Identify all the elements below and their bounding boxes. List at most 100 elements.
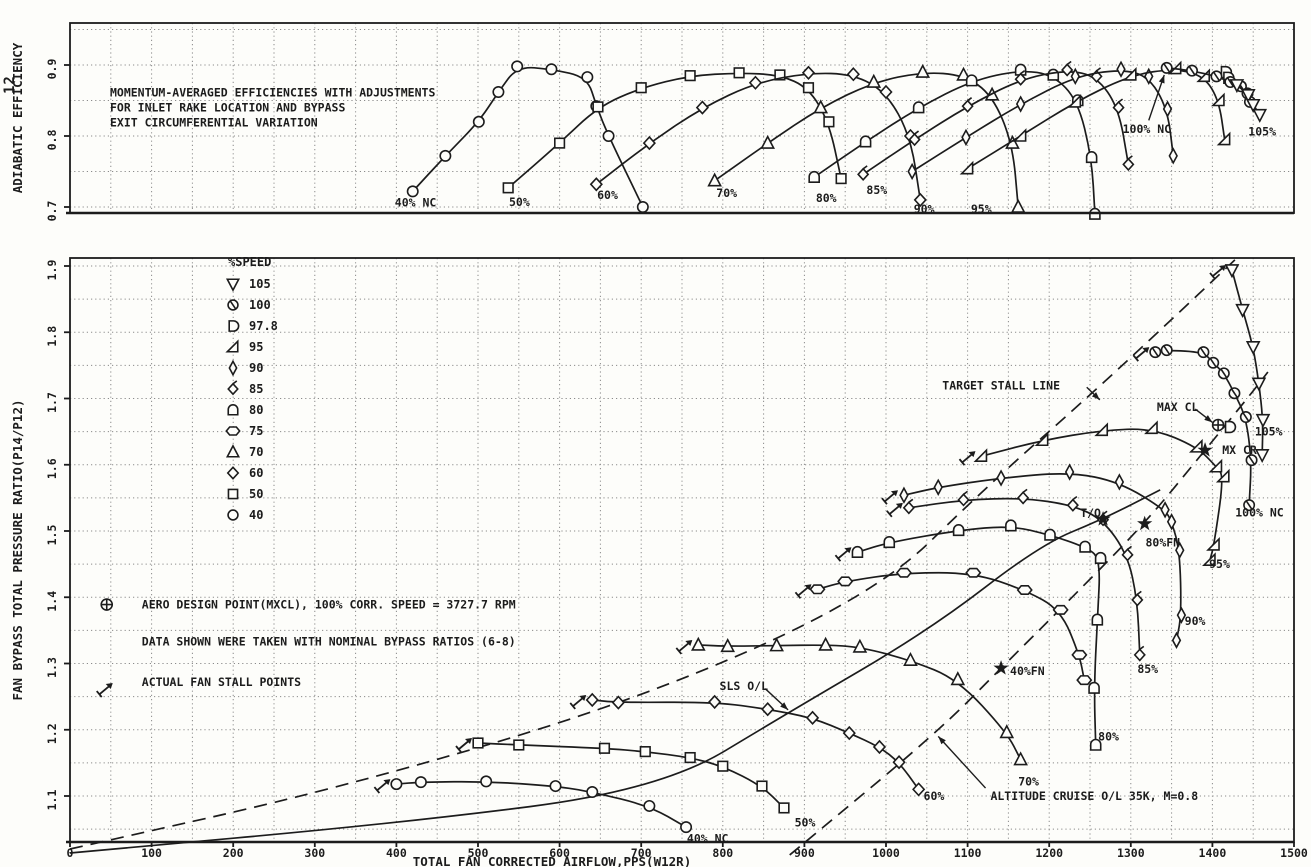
marker-detail bbox=[1220, 368, 1228, 378]
stall-arrow-serif bbox=[675, 647, 683, 655]
y-tick-label: 1.6 bbox=[45, 458, 59, 479]
marker-diamond-tick bbox=[957, 490, 970, 507]
marker-shape bbox=[1016, 584, 1033, 595]
marker-circle-slash bbox=[227, 299, 239, 311]
marker-triangle-up bbox=[691, 636, 706, 651]
x-axis-title: TOTAL FAN CORRECTED AIRFLOW,PPS(W12R) bbox=[413, 854, 691, 867]
marker-detail bbox=[908, 498, 914, 503]
marker-flag bbox=[1094, 422, 1109, 437]
marker-flag bbox=[1012, 128, 1027, 142]
marker-stall-arrow bbox=[958, 451, 976, 466]
y-axis-ticks: 0.7 0.8 0.9 bbox=[45, 59, 70, 221]
marker-detail bbox=[1188, 66, 1196, 76]
marker-circle bbox=[511, 60, 524, 73]
curve-label: 100% NC bbox=[1235, 505, 1284, 519]
marker-flag bbox=[1144, 420, 1158, 435]
marker-shape bbox=[691, 636, 706, 651]
stall-arrow-serif bbox=[958, 458, 966, 466]
marker-shape bbox=[1171, 631, 1182, 649]
marker-shape bbox=[1070, 67, 1081, 86]
marker-diamond-tall bbox=[1015, 95, 1026, 113]
marker-arch bbox=[1094, 551, 1107, 564]
speed-70-curve bbox=[675, 636, 1028, 766]
marker-hex-flat bbox=[225, 426, 241, 436]
marker-arch bbox=[965, 74, 978, 87]
x-axis-ticks: 0 100 200 300 400 500 600 700 800 900 1000 1100 1200… bbox=[67, 842, 1308, 860]
marker-diamond-tall bbox=[1168, 147, 1178, 165]
marker-circle-plus bbox=[1211, 418, 1225, 432]
marker-shape bbox=[778, 802, 790, 814]
marker-arch bbox=[859, 135, 872, 148]
marker-diamond-tall bbox=[1176, 606, 1187, 624]
marker-circle bbox=[636, 201, 649, 214]
marker-diamond-tall bbox=[899, 486, 909, 504]
marker-shape bbox=[717, 760, 729, 772]
marker-shape bbox=[883, 536, 896, 549]
leader-arrowhead bbox=[780, 702, 789, 710]
marker-square bbox=[472, 737, 484, 749]
marker-detail bbox=[1199, 347, 1207, 357]
marker-diamond bbox=[805, 710, 820, 726]
marker-shape bbox=[760, 134, 775, 149]
marker-arch bbox=[1088, 681, 1100, 694]
y-tick-label: 1.7 bbox=[45, 392, 59, 413]
marker-shape bbox=[225, 426, 241, 436]
chart-fan-bypass-pressure-ratio-map: TARGET STALL LINE MAX CL MX CR 105% 100% NC 9… bbox=[10, 255, 1308, 867]
marker-shape bbox=[227, 382, 239, 396]
legend-entry-label: 105 bbox=[249, 277, 271, 291]
marker-square bbox=[553, 137, 566, 149]
takeoff-point bbox=[1095, 511, 1111, 526]
marker-detail bbox=[1151, 347, 1159, 357]
marker-shape bbox=[1076, 675, 1093, 686]
marker-circle bbox=[602, 130, 615, 143]
marker-star bbox=[993, 660, 1009, 675]
marker-shape bbox=[959, 160, 974, 175]
marker-triangle-up bbox=[707, 172, 722, 187]
stall-arrow-serif bbox=[96, 690, 103, 698]
marker-square bbox=[598, 742, 611, 754]
curve-path bbox=[903, 473, 1182, 641]
marker-detail bbox=[1066, 60, 1072, 66]
marker-shape bbox=[1160, 501, 1170, 519]
marker-shape bbox=[513, 739, 525, 751]
marker-shape bbox=[492, 85, 505, 98]
marker-shape bbox=[707, 172, 722, 187]
marker-shape bbox=[1133, 648, 1146, 662]
marker-shape bbox=[1064, 463, 1075, 481]
marker-shape bbox=[933, 478, 943, 496]
curve-path bbox=[857, 526, 1101, 746]
marker-shape bbox=[903, 651, 918, 666]
curve-label: 80%FN bbox=[1145, 535, 1180, 549]
marker-arch bbox=[952, 524, 965, 537]
speed-95-curve bbox=[958, 420, 1230, 566]
marker-hex-flat bbox=[1071, 649, 1088, 660]
y-axis-title: ADIABATIC EFFICIENCY bbox=[10, 42, 25, 193]
marker-shape bbox=[851, 545, 864, 558]
marker-hex-flat bbox=[809, 584, 826, 595]
marker-shape bbox=[642, 135, 656, 151]
marker-triangle-up bbox=[760, 134, 775, 149]
marker-hex-flat bbox=[837, 576, 854, 587]
marker-shape bbox=[598, 742, 611, 754]
altitude-cruise-operating-line bbox=[789, 371, 1269, 856]
leader-arrowhead bbox=[1158, 74, 1165, 84]
stall-arrow-head bbox=[105, 683, 113, 690]
note-line: EXIT CIRCUMFERENTIAL VARIATION bbox=[110, 116, 318, 130]
marker-shape bbox=[907, 162, 917, 181]
marker-square bbox=[717, 760, 729, 772]
curve-path bbox=[396, 780, 687, 828]
speed-105-curve bbox=[1209, 264, 1271, 464]
marker-shape bbox=[1251, 377, 1267, 392]
x-tick-label: 1400 bbox=[1199, 846, 1227, 860]
marker-detail bbox=[1230, 388, 1238, 398]
marker-square bbox=[513, 739, 525, 751]
marker-detail bbox=[229, 300, 237, 310]
marker-shape bbox=[414, 776, 427, 789]
curve-label: T/O bbox=[1080, 506, 1101, 520]
marker-hex-flat bbox=[965, 567, 982, 578]
marker-triangle-up bbox=[720, 638, 736, 653]
marker-shape bbox=[511, 60, 524, 73]
marker-hex-flat bbox=[1052, 604, 1069, 615]
marker-detail bbox=[1163, 345, 1171, 355]
